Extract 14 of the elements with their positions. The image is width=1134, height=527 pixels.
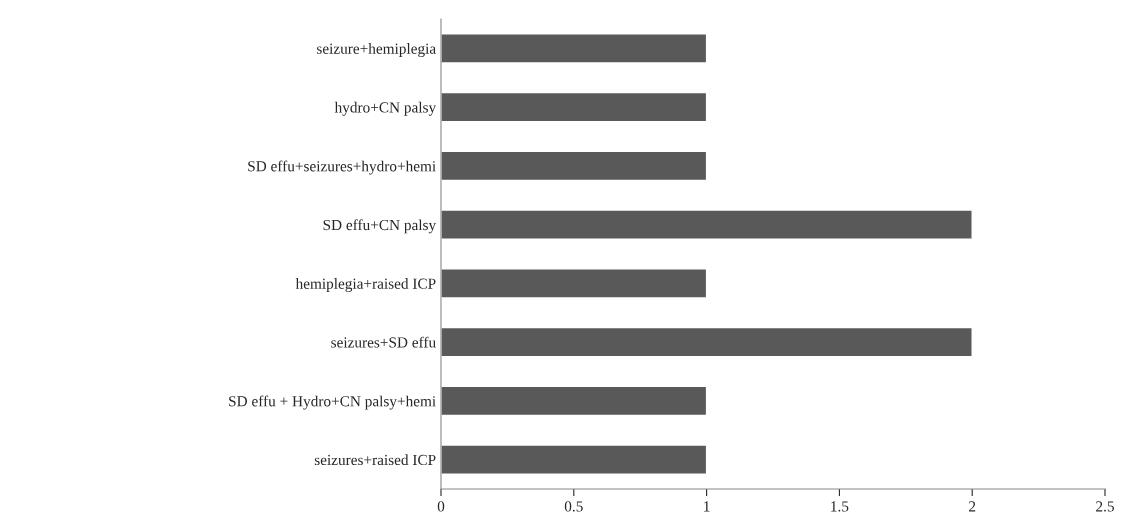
x-tick-label: 2.5 — [1096, 501, 1114, 512]
y-tick-label: seizures+SD effu — [331, 336, 436, 348]
x-tick-label: 1 — [704, 501, 710, 512]
x-tick-label: 2 — [969, 501, 976, 512]
y-tick-label: SD effu + Hydro+CN palsy+hemi — [229, 395, 436, 410]
y-tick-label: hemiplegia+raised ICP — [295, 278, 436, 292]
x-tick-label: 1.5 — [831, 501, 849, 512]
y-tick-label: SD effu+CN palsy — [323, 219, 437, 234]
y-tick-label: seizures+raised ICP — [314, 454, 436, 466]
y-tick-label: SD effu+seizures+hydro+hemi — [248, 160, 436, 175]
x-tick-label: 0.5 — [564, 501, 583, 512]
y-tick-label: hydro+CN palsy — [334, 101, 437, 116]
x-tick-label: 0 — [437, 501, 445, 512]
y-tick-label: seizure+hemiplegia — [317, 43, 436, 57]
